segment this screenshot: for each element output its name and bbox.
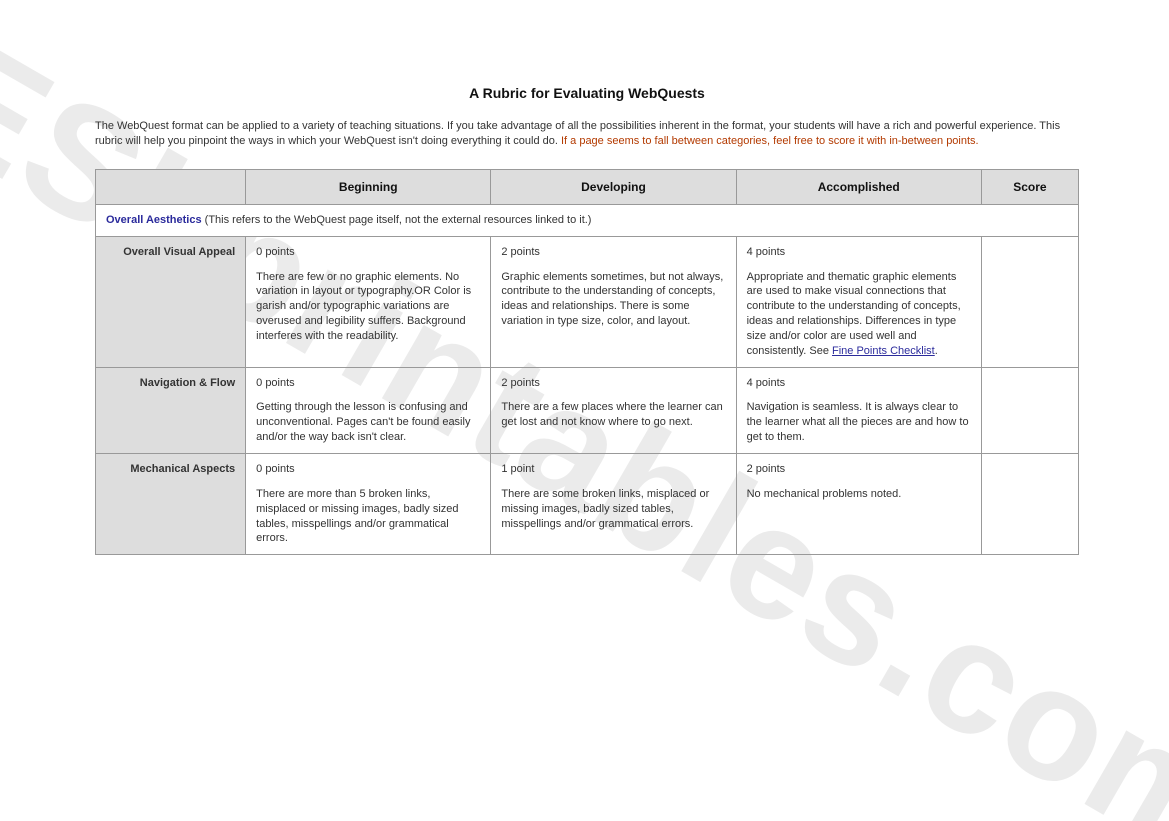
cell-beginning: 0 points There are few or no graphic ele…: [246, 236, 491, 367]
page-title: A Rubric for Evaluating WebQuests: [95, 85, 1079, 101]
section-header-row: Overall Aesthetics (This refers to the W…: [96, 204, 1079, 236]
score-cell[interactable]: [981, 367, 1078, 453]
section-title: Overall Aesthetics: [106, 214, 202, 226]
score-cell[interactable]: [981, 454, 1078, 555]
points-label: 2 points: [501, 245, 725, 260]
table-row: Mechanical Aspects 0 points There are mo…: [96, 454, 1079, 555]
col-header-beginning: Beginning: [246, 169, 491, 204]
desc-post: .: [935, 345, 938, 357]
cell-accomplished: 2 points No mechanical problems noted.: [736, 454, 981, 555]
cell-beginning: 0 points There are more than 5 broken li…: [246, 454, 491, 555]
points-label: 0 points: [256, 245, 480, 260]
col-header-blank: [96, 169, 246, 204]
cell-description: Appropriate and thematic graphic element…: [747, 270, 971, 359]
cell-beginning: 0 points Getting through the lesson is c…: [246, 367, 491, 453]
cell-description: There are some broken links, misplaced o…: [501, 487, 725, 532]
cell-description: Graphic elements sometimes, but not alwa…: [501, 270, 725, 329]
cell-developing: 1 point There are some broken links, mis…: [491, 454, 736, 555]
cell-description: No mechanical problems noted.: [747, 487, 971, 502]
points-label: 2 points: [501, 376, 725, 391]
cell-description: Navigation is seamless. It is always cle…: [747, 400, 971, 445]
table-row: Navigation & Flow 0 points Getting throu…: [96, 367, 1079, 453]
row-label: Overall Visual Appeal: [96, 236, 246, 367]
page-content: A Rubric for Evaluating WebQuests The We…: [0, 0, 1169, 821]
cell-description: There are few or no graphic elements. No…: [256, 270, 480, 344]
row-label: Mechanical Aspects: [96, 454, 246, 555]
table-row: Overall Visual Appeal 0 points There are…: [96, 236, 1079, 367]
cell-description: There are a few places where the learner…: [501, 400, 725, 430]
points-label: 4 points: [747, 376, 971, 391]
col-header-developing: Developing: [491, 169, 736, 204]
col-header-score: Score: [981, 169, 1078, 204]
points-label: 4 points: [747, 245, 971, 260]
section-header-cell: Overall Aesthetics (This refers to the W…: [96, 204, 1079, 236]
cell-developing: 2 points There are a few places where th…: [491, 367, 736, 453]
section-note: (This refers to the WebQuest page itself…: [202, 214, 592, 226]
score-cell[interactable]: [981, 236, 1078, 367]
rubric-table: Beginning Developing Accomplished Score …: [95, 169, 1079, 556]
cell-description: There are more than 5 broken links, misp…: [256, 487, 480, 546]
col-header-accomplished: Accomplished: [736, 169, 981, 204]
points-label: 0 points: [256, 462, 480, 477]
fine-points-link[interactable]: Fine Points Checklist: [832, 345, 935, 357]
intro-highlight: If a page seems to fall between categori…: [561, 135, 979, 147]
table-header-row: Beginning Developing Accomplished Score: [96, 169, 1079, 204]
row-label: Navigation & Flow: [96, 367, 246, 453]
cell-description: Getting through the lesson is confusing …: [256, 400, 480, 445]
points-label: 1 point: [501, 462, 725, 477]
points-label: 0 points: [256, 376, 480, 391]
cell-developing: 2 points Graphic elements sometimes, but…: [491, 236, 736, 367]
cell-accomplished: 4 points Navigation is seamless. It is a…: [736, 367, 981, 453]
points-label: 2 points: [747, 462, 971, 477]
intro-paragraph: The WebQuest format can be applied to a …: [95, 119, 1079, 149]
cell-accomplished: 4 points Appropriate and thematic graphi…: [736, 236, 981, 367]
